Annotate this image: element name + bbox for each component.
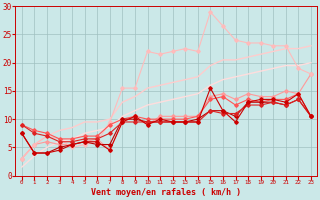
X-axis label: Vent moyen/en rafales ( km/h ): Vent moyen/en rafales ( km/h ) — [92, 188, 241, 197]
